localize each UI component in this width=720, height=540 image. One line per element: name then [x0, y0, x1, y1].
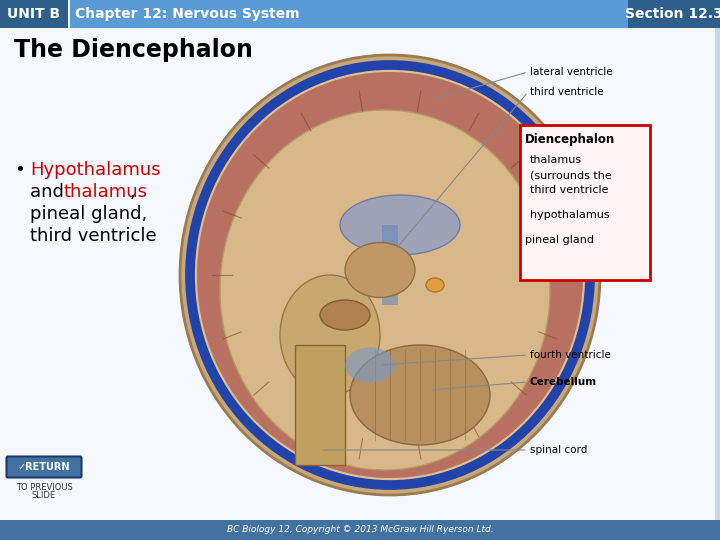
Text: Hypothalamus: Hypothalamus — [30, 161, 161, 179]
Text: thalamus: thalamus — [530, 155, 582, 165]
Text: lateral ventricle: lateral ventricle — [530, 67, 613, 77]
Ellipse shape — [220, 110, 550, 470]
Text: Diencephalon: Diencephalon — [525, 132, 616, 145]
Bar — [715, 28, 720, 520]
Bar — [0, 0, 720, 28]
Text: fourth ventricle: fourth ventricle — [530, 350, 611, 360]
Ellipse shape — [345, 348, 395, 382]
Text: third ventricle: third ventricle — [530, 185, 608, 195]
Text: hypothalamus: hypothalamus — [530, 210, 610, 220]
FancyBboxPatch shape — [6, 456, 81, 477]
Text: and: and — [30, 183, 70, 201]
Bar — [0, 0, 68, 28]
Text: (surrounds the: (surrounds the — [530, 170, 612, 180]
Text: Section 12.3: Section 12.3 — [625, 7, 720, 21]
Ellipse shape — [350, 345, 490, 445]
Ellipse shape — [340, 195, 460, 255]
Text: UNIT B: UNIT B — [7, 7, 60, 21]
Text: third ventricle: third ventricle — [30, 227, 157, 245]
Text: BC Biology 12, Copyright © 2013 McGraw Hill Ryerson Ltd.: BC Biology 12, Copyright © 2013 McGraw H… — [227, 525, 493, 535]
Ellipse shape — [345, 242, 415, 298]
Text: pineal gland: pineal gland — [525, 235, 594, 245]
Text: Cerebellum: Cerebellum — [530, 377, 597, 387]
Text: third ventricle: third ventricle — [530, 87, 603, 97]
Ellipse shape — [180, 55, 600, 495]
Text: TO PREVIOUS: TO PREVIOUS — [16, 483, 73, 492]
Bar — [68, 0, 70, 28]
Ellipse shape — [280, 275, 380, 395]
Bar — [295, 345, 345, 465]
Text: The Diencephalon: The Diencephalon — [14, 38, 253, 62]
Ellipse shape — [186, 61, 594, 489]
Text: Chapter 12: Nervous System: Chapter 12: Nervous System — [75, 7, 300, 21]
Text: spinal cord: spinal cord — [530, 445, 588, 455]
Text: ,: , — [130, 183, 136, 201]
Bar — [628, 0, 720, 28]
Text: ✓RETURN: ✓RETURN — [18, 462, 71, 472]
Bar — [382, 225, 398, 305]
Bar — [520, 125, 650, 280]
Text: thalamus: thalamus — [64, 183, 148, 201]
Ellipse shape — [320, 300, 370, 330]
Bar — [0, 520, 720, 540]
Ellipse shape — [197, 72, 583, 478]
Text: pineal gland,: pineal gland, — [30, 205, 148, 223]
Text: SLIDE: SLIDE — [32, 491, 56, 501]
Ellipse shape — [426, 278, 444, 292]
Text: •: • — [14, 161, 24, 179]
